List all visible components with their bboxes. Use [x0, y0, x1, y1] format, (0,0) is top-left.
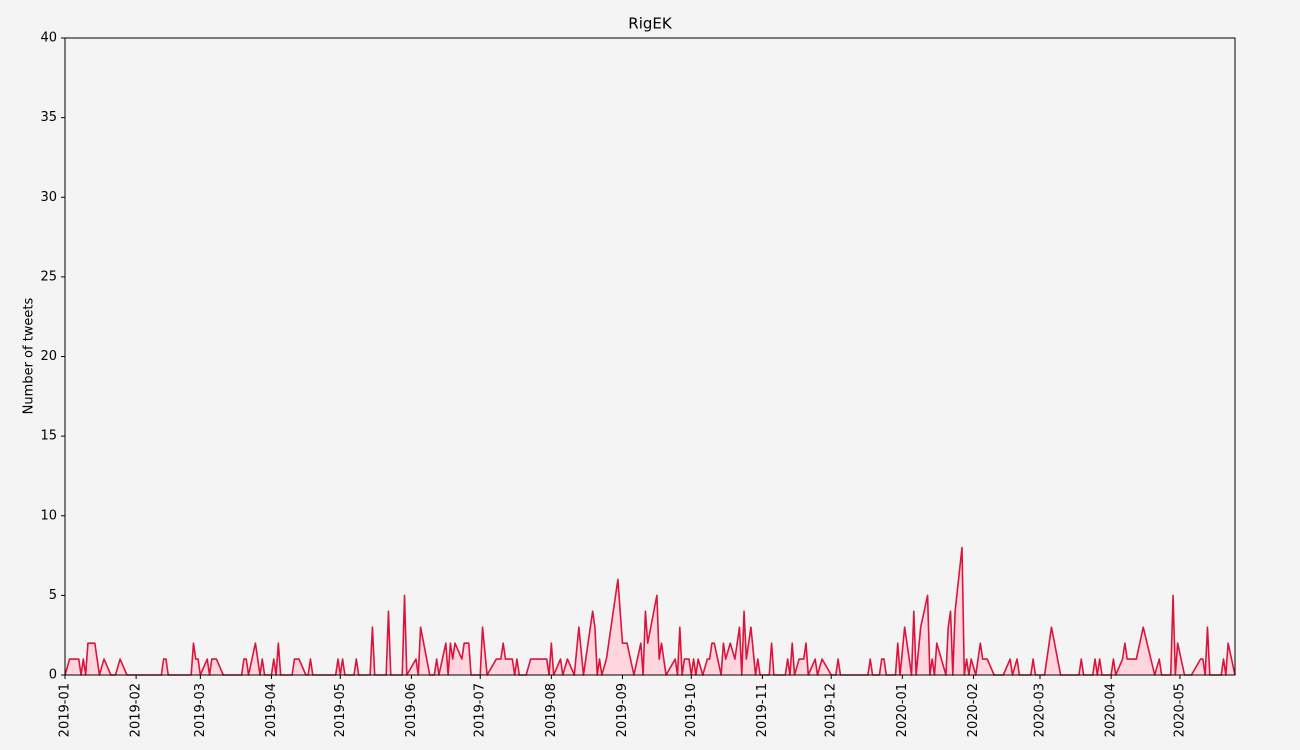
- x-tick-label: 2020-05: [1172, 683, 1187, 737]
- y-tick-label: 20: [40, 349, 57, 364]
- x-tick-label: 2019-05: [333, 683, 348, 737]
- x-tick-label: 2019-12: [824, 683, 839, 737]
- y-tick-label: 30: [40, 190, 57, 205]
- x-tick-label: 2019-09: [615, 683, 630, 737]
- y-tick-label: 5: [49, 588, 57, 603]
- y-tick-label: 25: [40, 269, 57, 284]
- y-tick-label: 40: [40, 31, 57, 46]
- y-tick-label: 15: [40, 429, 57, 444]
- area: [65, 547, 1235, 675]
- x-tick-label: 2019-04: [264, 683, 279, 737]
- y-tick-label: 10: [40, 508, 57, 523]
- x-tick-label: 2019-08: [544, 683, 559, 737]
- y-tick-label: 0: [49, 668, 57, 683]
- y-axis-label: Number of tweets: [22, 297, 37, 414]
- x-tick-label: 2020-03: [1033, 683, 1048, 737]
- y-tick-label: 35: [40, 110, 57, 125]
- x-tick-label: 2020-04: [1104, 683, 1119, 737]
- x-tick-label: 2019-11: [755, 683, 770, 737]
- x-tick-label: 2019-10: [684, 683, 699, 737]
- x-tick-label: 2020-02: [966, 683, 981, 737]
- plot-frame: [64, 37, 1236, 676]
- chart-title: RigEK: [628, 15, 673, 33]
- x-tick-label: 2019-01: [58, 683, 73, 737]
- x-tick-label: 2019-03: [193, 683, 208, 737]
- x-tick-label: 2019-07: [473, 683, 488, 737]
- x-tick-label: 2020-01: [895, 683, 910, 737]
- x-tick-label: 2019-02: [129, 683, 144, 737]
- x-tick-label: 2019-06: [404, 683, 419, 737]
